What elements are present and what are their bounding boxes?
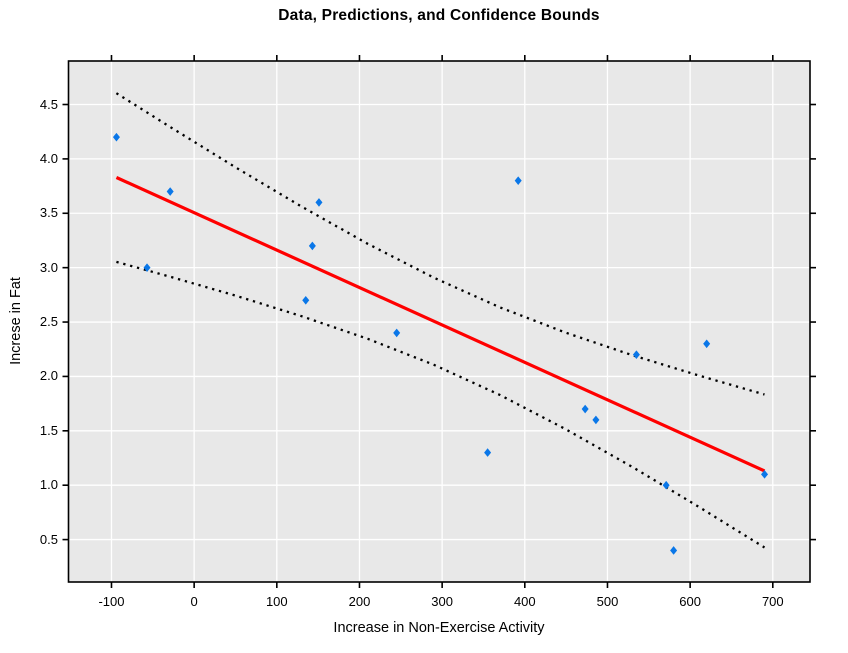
y-tick-label: 1.5 [39,422,58,438]
x-tick-label: -100 [98,594,125,609]
upper-confidence-bound [115,92,765,396]
data-point [315,198,323,207]
data-point [143,263,151,272]
data-point [393,328,401,338]
data-point [166,187,174,196]
lower-confidence-bound [116,260,766,549]
y-tick-label: 3.0 [39,259,58,275]
x-tick-label: 400 [513,594,536,609]
y-tick-label: 4.5 [39,96,58,112]
data-point [670,546,678,555]
data-point [632,350,640,359]
data-point [112,132,120,142]
x-tick-label: 600 [679,594,701,609]
x-tick-label: 100 [265,594,288,609]
data-point [302,295,310,305]
y-tick-label: 1.0 [39,477,58,493]
data-point [592,415,600,425]
y-tick-label: 4.0 [39,150,58,166]
y-tick-label: 2.0 [39,368,58,384]
regression-line [115,176,766,473]
data-point [514,176,522,185]
data-point [581,404,589,414]
data-point [484,448,492,457]
data-point [761,470,769,479]
x-axis-label: Increase in Non-Exercise Activity [333,620,545,636]
y-axis-label: Increse in Fat [8,277,24,365]
x-tick-label: 0 [190,594,198,609]
data-point [662,480,670,490]
data-point [703,339,711,349]
x-tick-label: 300 [431,594,453,609]
x-tick-label: 700 [761,594,784,609]
y-tick-label: 3.5 [39,205,58,221]
x-tick-label: 500 [596,594,619,609]
x-tick-label: 200 [348,594,371,609]
data-point [308,241,316,251]
y-tick-label: 2.5 [39,314,58,330]
chart-title: Data, Predictions, and Confidence Bounds [278,7,600,24]
y-tick-label: 0.5 [39,531,58,547]
